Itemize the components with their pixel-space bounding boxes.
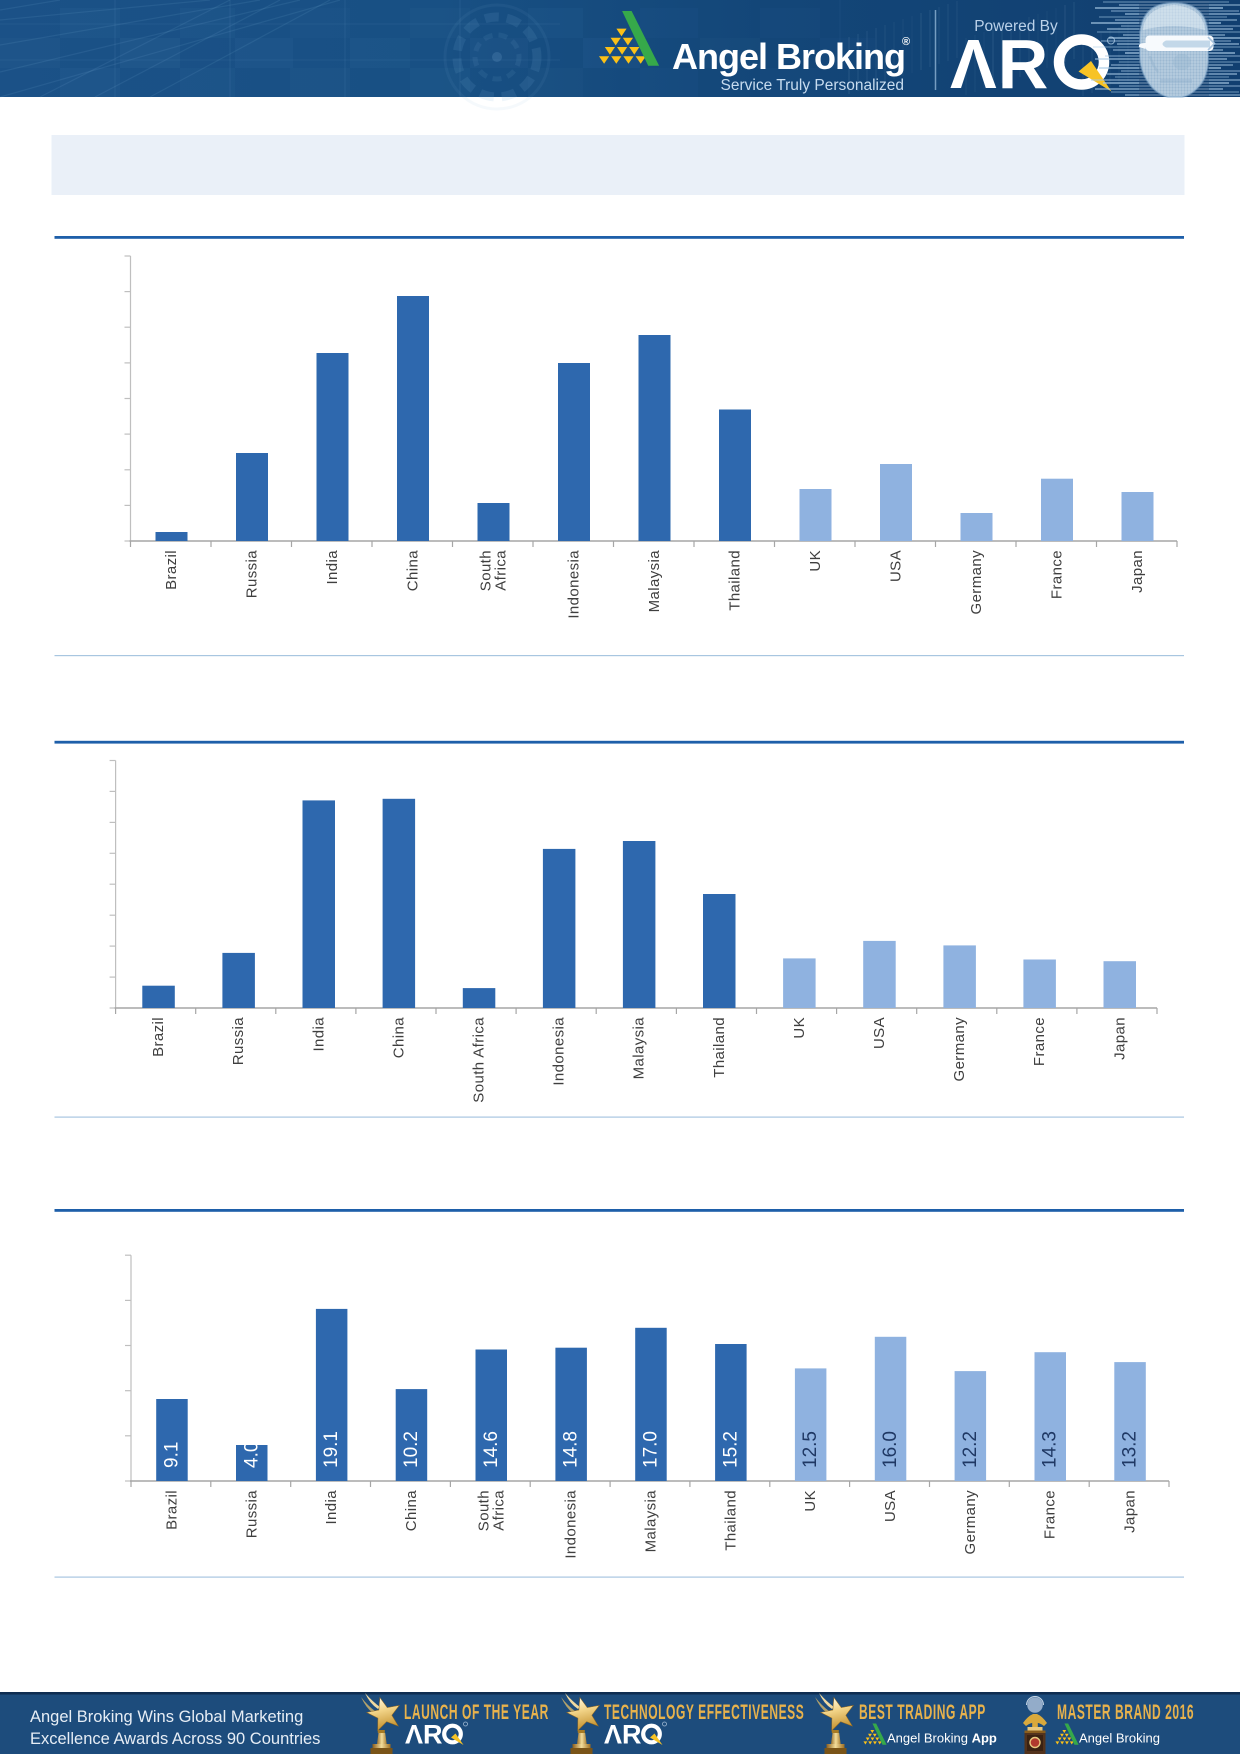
svg-text:Excellence Awards Across 90 Co: Excellence Awards Across 90 Countries [30, 1730, 320, 1748]
svg-text:France: France [1031, 1017, 1048, 1066]
svg-text:Malaysia: Malaysia [646, 550, 663, 613]
svg-text:Angel Broking: Angel Broking [1079, 1731, 1160, 1746]
svg-text:MASTER BRAND 2016: MASTER BRAND 2016 [1057, 1699, 1194, 1724]
svg-text:Indonesia: Indonesia [563, 1490, 580, 1559]
svg-text:China: China [403, 1490, 420, 1531]
svg-text:Indonesia: Indonesia [551, 1017, 568, 1086]
svg-text:Japan: Japan [1111, 1017, 1128, 1060]
svg-text:LAUNCH OF THE YEAR: LAUNCH OF THE YEAR [404, 1699, 549, 1724]
svg-text:India: India [310, 1017, 327, 1052]
svg-text:Japan: Japan [1129, 550, 1146, 593]
svg-text:India: India [324, 550, 341, 585]
svg-text:UK: UK [802, 1490, 819, 1512]
svg-text:14.6: 14.6 [481, 1431, 502, 1468]
svg-text:12.2: 12.2 [960, 1431, 981, 1468]
svg-text:9.1: 9.1 [161, 1442, 182, 1468]
svg-text:China: China [405, 550, 422, 591]
svg-text:19.1: 19.1 [321, 1431, 342, 1468]
svg-text:India: India [323, 1490, 340, 1525]
svg-text:13.2: 13.2 [1120, 1431, 1141, 1468]
svg-text:ΛR: ΛR [405, 1720, 443, 1750]
svg-text:Brazil: Brazil [150, 1017, 167, 1057]
svg-text:Germany: Germany [951, 1017, 968, 1082]
svg-text:Russia: Russia [230, 1017, 247, 1066]
svg-text:14.8: 14.8 [561, 1431, 582, 1468]
svg-text:ΛR: ΛR [950, 25, 1049, 103]
svg-text:16.0: 16.0 [880, 1431, 901, 1468]
svg-text:Africa: Africa [490, 1490, 507, 1531]
svg-text:South Africa: South Africa [471, 1017, 488, 1103]
svg-text:Thailand: Thailand [727, 550, 744, 611]
svg-text:France: France [1049, 550, 1066, 599]
svg-text:Germany: Germany [968, 550, 985, 615]
svg-text:Malaysia: Malaysia [643, 1490, 660, 1553]
svg-text:Brazil: Brazil [163, 550, 180, 590]
svg-text:China: China [390, 1017, 407, 1058]
svg-text:®: ® [902, 36, 910, 48]
svg-text:14.3: 14.3 [1040, 1431, 1061, 1468]
svg-text:Russia: Russia [243, 1490, 260, 1539]
svg-text:10.2: 10.2 [401, 1431, 422, 1468]
svg-text:12.5: 12.5 [800, 1431, 821, 1468]
svg-text:Japan: Japan [1122, 1490, 1139, 1533]
svg-text:Angel Broking: Angel Broking [672, 36, 905, 77]
svg-text:South: South [478, 550, 495, 591]
svg-text:UK: UK [807, 550, 824, 572]
svg-text:South: South [475, 1490, 492, 1531]
svg-text:Service Truly Personalized: Service Truly Personalized [721, 77, 905, 94]
svg-text:Angel Broking Wins Global Mark: Angel Broking Wins Global Marketing [30, 1708, 303, 1726]
svg-text:Russia: Russia [244, 550, 261, 599]
svg-text:4.0: 4.0 [241, 1442, 262, 1468]
svg-text:Indonesia: Indonesia [566, 550, 583, 619]
svg-text:Africa: Africa [493, 550, 510, 591]
svg-text:USA: USA [882, 1490, 899, 1522]
svg-text:ΛR: ΛR [604, 1720, 642, 1750]
svg-text:Thailand: Thailand [711, 1017, 728, 1078]
svg-text:Angel Broking App: Angel Broking App [887, 1731, 997, 1746]
svg-text:Powered By: Powered By [974, 18, 1058, 35]
svg-text:USA: USA [871, 1017, 888, 1049]
svg-text:USA: USA [888, 550, 905, 582]
svg-text:Germany: Germany [962, 1490, 979, 1555]
svg-text:Malaysia: Malaysia [631, 1017, 648, 1080]
svg-text:Brazil: Brazil [163, 1490, 180, 1530]
svg-text:UK: UK [791, 1017, 808, 1039]
svg-text:15.2: 15.2 [720, 1431, 741, 1468]
svg-text:BEST TRADING APP: BEST TRADING APP [859, 1699, 986, 1724]
svg-text:17.0: 17.0 [641, 1431, 662, 1468]
svg-text:TECHNOLOGY EFFECTIVENESS: TECHNOLOGY EFFECTIVENESS [604, 1699, 804, 1724]
svg-text:Thailand: Thailand [722, 1490, 739, 1551]
svg-text:France: France [1042, 1490, 1059, 1539]
